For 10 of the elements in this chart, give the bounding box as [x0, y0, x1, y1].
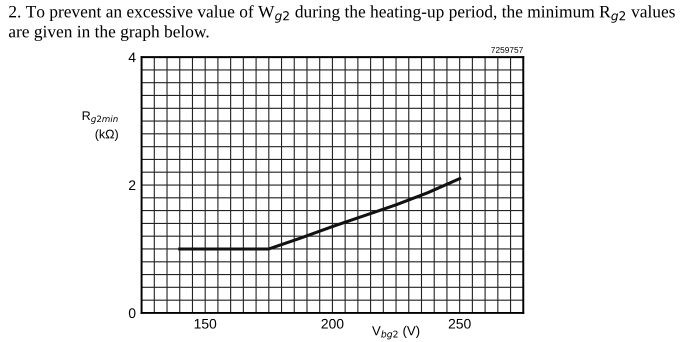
- x-tick-label: 250: [448, 318, 471, 329]
- y-tick-label: 2: [128, 180, 136, 190]
- x-tick-label: 150: [194, 318, 216, 329]
- y-tick-label: 4: [128, 52, 136, 62]
- y-tick-label: 0: [128, 308, 136, 318]
- chart-title: 2. To prevent an excessive value of W$_{g2}$ during the heating-up period, the minimum R$_{g2}$ values are given in the graph below.: [8, 5, 675, 42]
- x-tick-label: 200: [322, 318, 344, 329]
- y-axis-title: R$_{g2min}$ (kΩ): [82, 111, 118, 141]
- x-axis-title: V$_{bg2}$ (V): [372, 326, 420, 340]
- text: 7259757: [491, 47, 523, 53]
